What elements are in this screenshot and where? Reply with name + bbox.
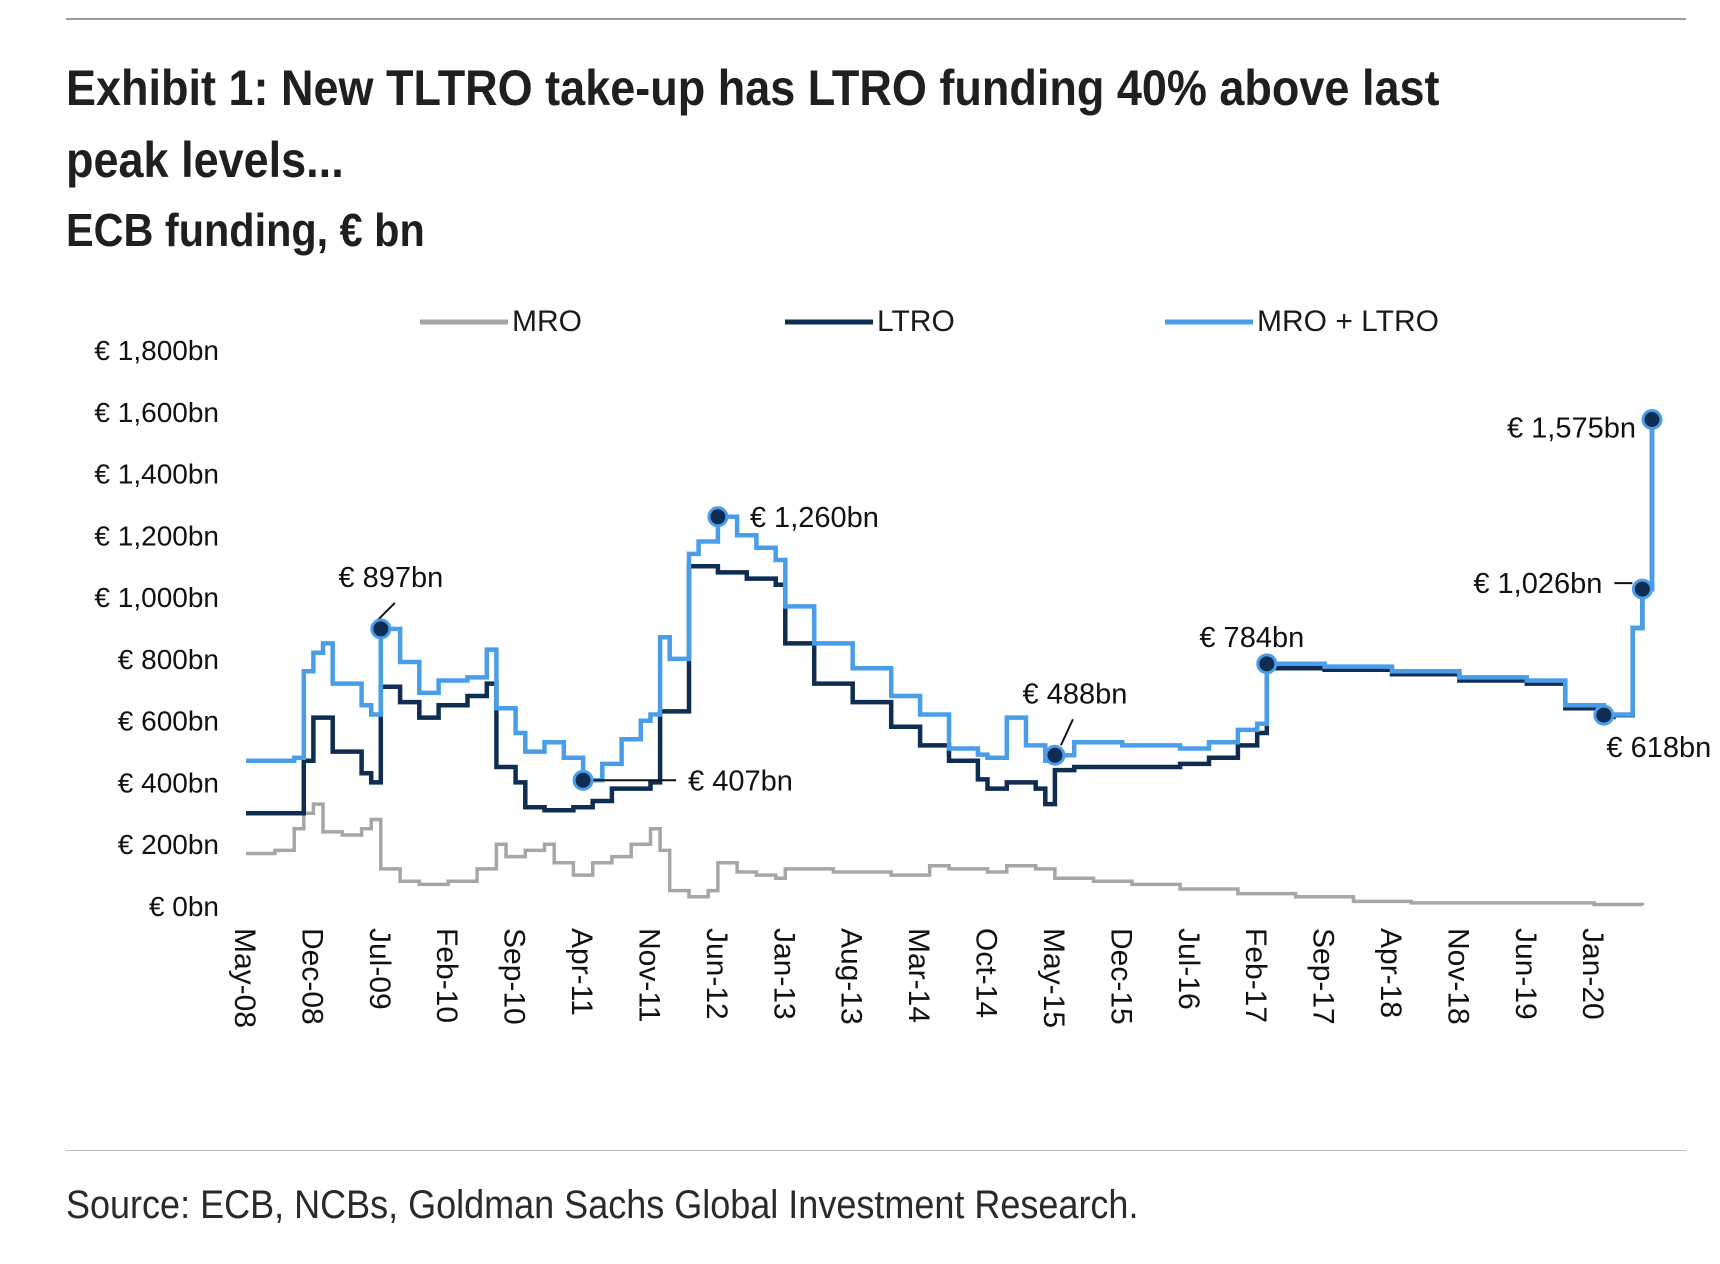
x-tick-label: Feb-10 — [430, 928, 463, 1023]
legend-label-ltro: LTRO — [877, 305, 955, 338]
annotations: € 897bn € 407bn € 1,260bn € 488bn € 784bn € 6… — [338, 409, 1711, 797]
legend-label-mro: MRO — [512, 305, 582, 338]
annotation-marker — [1256, 653, 1278, 675]
x-tick-label: Jan-20 — [1576, 928, 1609, 1020]
annotation-marker — [370, 618, 392, 640]
legend-label-mro-ltro: MRO + LTRO — [1257, 305, 1439, 338]
x-tick-label: Jan-13 — [767, 928, 800, 1020]
x-tick-label: Apr-11 — [565, 928, 598, 1016]
x-tick-label: Jul-09 — [363, 928, 396, 1010]
x-tick-label: Sep-10 — [498, 928, 531, 1025]
y-tick-label: € 800bn — [118, 644, 219, 675]
y-tick-label: € 1,400bn — [94, 459, 219, 490]
annotation-label: € 1,260bn — [750, 502, 879, 534]
x-tick-label: Mar-14 — [902, 928, 935, 1023]
legend: MRO LTRO MRO + LTRO — [420, 305, 1439, 338]
x-tick-label: Apr-18 — [1374, 928, 1407, 1018]
top-divider — [66, 18, 1686, 20]
y-tick-label: € 1,200bn — [94, 520, 219, 551]
annotation-marker — [1044, 744, 1066, 766]
source-note: Source: ECB, NCBs, Goldman Sachs Global … — [66, 1183, 1139, 1227]
annotation-label: € 784bn — [1199, 622, 1304, 654]
annotation-label: € 1,026bn — [1473, 568, 1602, 600]
series-line-mro — [246, 802, 1645, 907]
x-tick-label: Nov-11 — [632, 928, 665, 1022]
x-tick-label: May-08 — [228, 928, 261, 1028]
y-tick-label: € 1,000bn — [94, 582, 219, 613]
y-tick-label: € 1,800bn — [94, 335, 219, 366]
y-tick-label: € 200bn — [118, 829, 219, 860]
line-chart: MRO LTRO MRO + LTRO € 0bn € 200bn € 400bn € 6… — [94, 305, 1711, 1028]
series-line-ltro — [246, 419, 1655, 816]
annotation-label: € 407bn — [688, 765, 793, 797]
x-tick-label: Dec-15 — [1104, 928, 1137, 1025]
chart-title: Exhibit 1: New TLTRO take-up has LTRO fu… — [66, 60, 1440, 188]
annotation-marker — [1641, 409, 1663, 430]
annotation-label: € 897bn — [338, 562, 443, 594]
x-tick-label: Jun-19 — [1509, 928, 1542, 1020]
y-axis: € 0bn € 200bn € 400bn € 600bn € 800bn € 1,000… — [94, 335, 219, 922]
annotation-marker — [707, 506, 729, 528]
annotation-label: € 618bn — [1606, 732, 1711, 764]
annotation-label: € 1,575bn — [1507, 413, 1636, 445]
annotation-marker — [1631, 578, 1653, 600]
x-tick-label: Dec-08 — [295, 928, 328, 1025]
x-axis: May-08 Dec-08 Jul-09 Feb-10 Sep-10 Apr-11 Nov-… — [228, 928, 1609, 1028]
annotation-label: € 488bn — [1023, 678, 1128, 710]
x-tick-label: Feb-17 — [1239, 928, 1272, 1023]
x-tick-label: Jul-16 — [1172, 928, 1205, 1010]
y-tick-label: € 400bn — [118, 767, 219, 798]
y-tick-label: € 1,600bn — [94, 397, 219, 428]
x-tick-label: Aug-13 — [835, 928, 868, 1025]
x-tick-label: May-15 — [1037, 928, 1070, 1028]
x-tick-label: Oct-14 — [970, 928, 1003, 1018]
y-tick-label: € 600bn — [118, 706, 219, 737]
annotation-marker — [572, 769, 594, 791]
x-tick-label: Jun-12 — [700, 928, 733, 1020]
annotation-marker — [1593, 704, 1615, 726]
chart-subtitle: ECB funding, € bn — [66, 204, 425, 256]
annotation-leader — [1060, 718, 1074, 746]
y-tick-label: € 0bn — [149, 891, 219, 922]
series-layer — [246, 419, 1655, 907]
series-line-mro-ltro — [246, 419, 1655, 783]
x-tick-label: Nov-18 — [1441, 928, 1474, 1025]
x-tick-label: Sep-17 — [1307, 928, 1340, 1025]
bottom-divider — [66, 1150, 1686, 1151]
